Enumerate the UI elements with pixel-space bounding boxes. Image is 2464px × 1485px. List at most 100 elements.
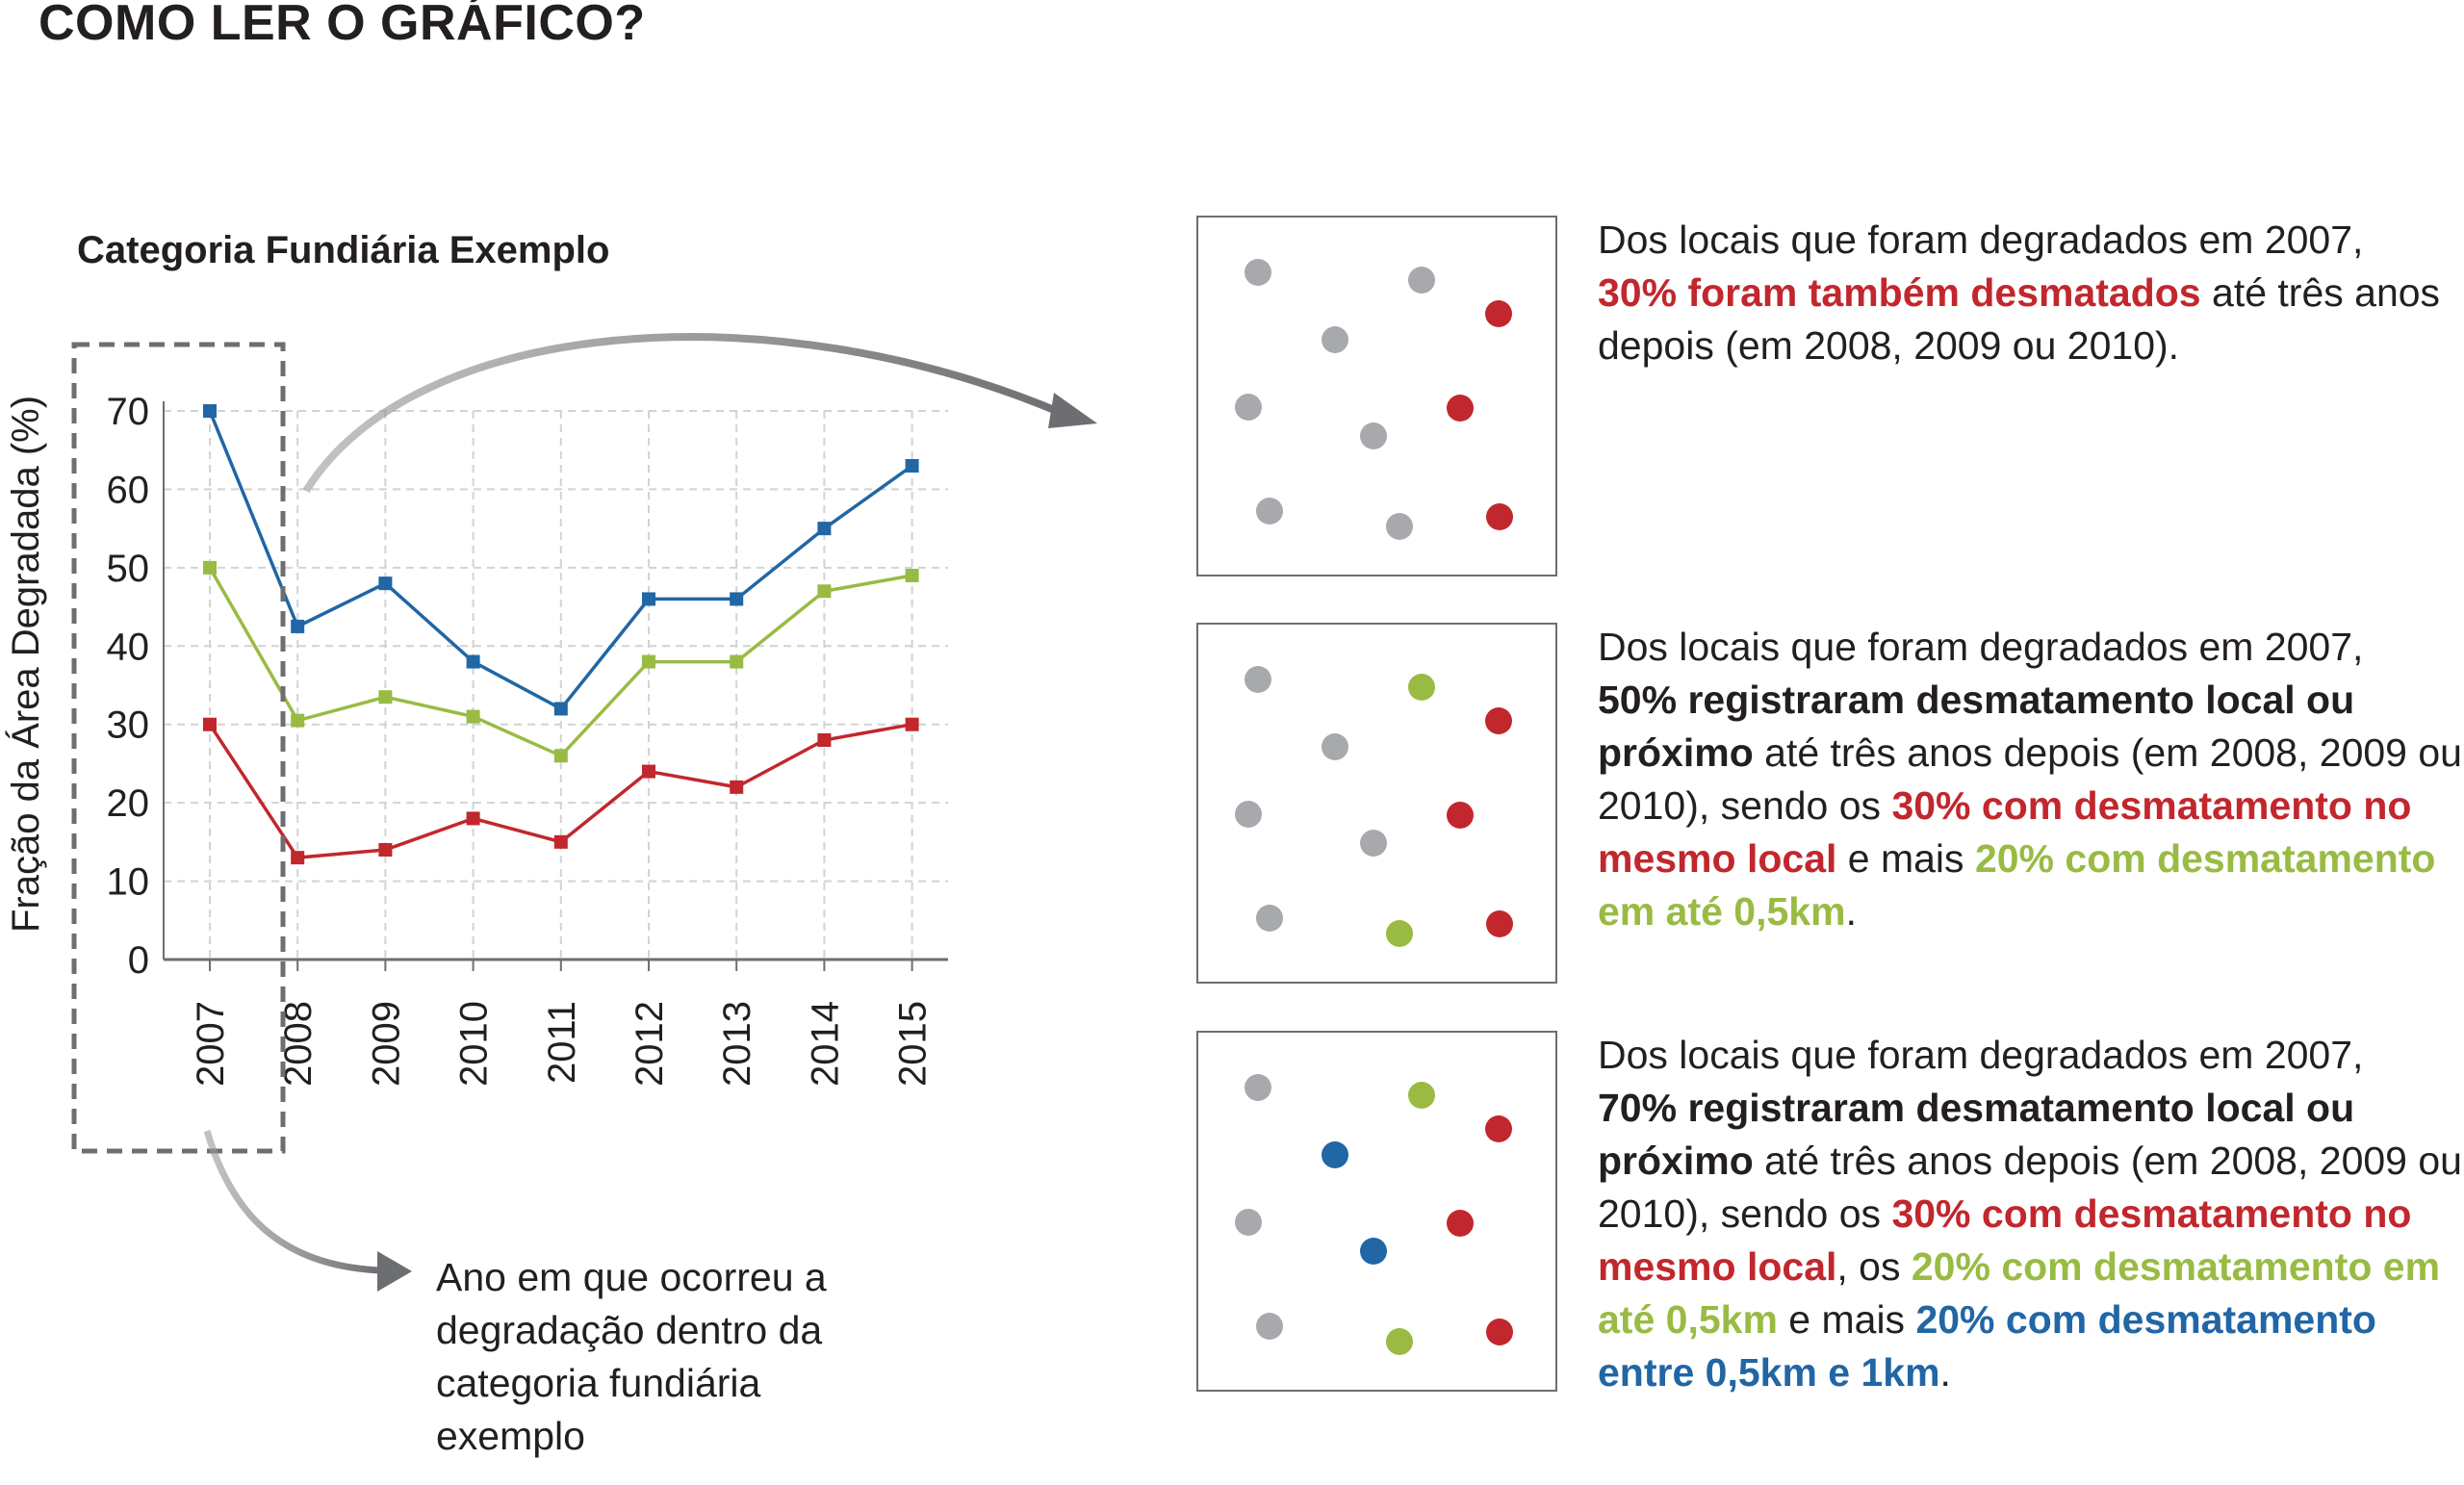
series-1-point [730,592,744,606]
panel-1-rest: até três anos depois (em 2008, 2009 ou 2… [1598,270,2441,368]
series-1-point [817,522,832,536]
dot-panel-2 [1196,623,1557,984]
series-2-point [817,584,832,599]
dot-red [1485,1115,1512,1142]
panel-3-red-text: 30% com desmatamento no mesmo local [1598,1191,2412,1289]
x-tick-label: 2011 [541,1001,583,1084]
arrow-to-panels [302,333,1065,494]
panel-1-red-text: 30% foram também desmatados [1598,270,2201,315]
dot-green [1408,674,1435,701]
panel-3-green-text: 20% com desmatamento em até 0,5km [1598,1244,2441,1342]
panel-2-green-text: 20% com desmatamento em até 0,5km [1598,836,2436,934]
dot-gray [1256,905,1283,932]
dot-green [1408,1082,1435,1109]
dot-panel-3 [1196,1031,1557,1392]
series-2-point [905,569,919,582]
dot-gray [1408,267,1435,294]
panel-3-blue-text: 20% com desmatamento entre 0,5km e 1km [1598,1297,2376,1395]
panel-2-intro: Dos locais que foram degradados em 2007, [1598,625,2364,669]
dot-red [1485,707,1512,734]
dot-gray [1235,394,1262,421]
chart-grid [164,410,948,960]
x-tick-label: 2007 [190,1001,232,1087]
y-tick-label: 10 [107,861,150,904]
chart-title: Categoria Fundiária Exemplo [77,229,610,271]
dot-gray [1322,326,1348,353]
panel-3-intro: Dos locais que foram degradados em 2007, [1598,1033,2364,1077]
series-2-point [553,749,568,763]
series-1-point [553,702,568,716]
year-note: Ano em que ocorreu a degradação dentro d… [436,1255,827,1458]
x-tick-label: 2010 [453,1001,496,1087]
y-tick-label: 60 [107,469,150,511]
dot-gray [1235,801,1262,828]
series-1-point [466,654,480,669]
dot-gray [1245,259,1271,286]
chart-labels: Fração da Área Degradada (%) [4,396,47,933]
series-2-point [203,560,217,575]
dot-red [1486,910,1513,937]
arrow-to-note-head [377,1251,412,1292]
series-1-point [642,592,655,606]
arrow-to-panels-head [1048,393,1097,428]
dot-gray [1386,513,1413,540]
panel-1-text: Dos locais que foram degradados em 2007,… [1598,214,2464,372]
series-1-point [203,404,217,418]
dot-gray [1360,422,1387,449]
series-3-point [291,851,305,865]
panel-3-end: . [1939,1350,1951,1395]
panel-2-end: . [1845,889,1857,934]
panel-3-mid3: e mais [1777,1297,1916,1342]
series-3-point [553,834,568,849]
series-1-point [291,619,305,633]
chart-series [203,404,919,865]
series-3-point [203,717,217,731]
series-2-point [730,654,744,669]
panel-3-mid: até três anos depois (em 2008, 2009 ou 2… [1598,1139,2462,1236]
panel-2-mid: até três anos depois (em 2008, 2009 ou 2… [1598,730,2462,828]
series-2-point [291,713,305,728]
x-tick-label: 2009 [365,1001,407,1087]
dot-gray [1256,498,1283,525]
panel-3-text: Dos locais que foram degradados em 2007,… [1598,1029,2464,1399]
y-tick-label: 0 [128,939,149,982]
dot-gray [1322,733,1348,760]
dot-blue [1322,1141,1348,1168]
series-3-point [642,764,655,779]
dot-red [1447,802,1474,829]
series-3-point [905,717,919,731]
series-1-point [378,576,393,591]
x-tick-label: 2012 [629,1001,671,1087]
series-3-point [378,843,393,857]
panel-2-red-text: 30% com desmatamento no mesmo local [1598,783,2412,881]
dot-gray [1245,666,1271,693]
dot-green [1386,1328,1413,1355]
y-tick-label: 70 [107,391,150,433]
x-tick-label: 2014 [804,1001,846,1087]
x-tick-label: 2013 [716,1001,758,1087]
series-3-point [466,811,480,826]
dot-red [1486,1319,1513,1345]
y-tick-label: 30 [107,704,150,747]
series-2-point [378,690,393,704]
series-3-point [817,733,832,747]
dot-panel-1 [1196,216,1557,576]
panel-1-intro: Dos locais que foram degradados em 2007, [1598,218,2364,262]
y-tick-label: 20 [107,782,150,825]
dot-red [1447,1210,1474,1237]
dot-gray [1360,830,1387,857]
panel-2-text: Dos locais que foram degradados em 2007,… [1598,621,2464,938]
series-2-point [466,709,480,724]
panel-3-bold-text: 70% registraram desmatamento local ou pr… [1598,1086,2355,1183]
dot-red [1486,503,1513,530]
dot-gray [1235,1209,1262,1236]
panel-2-bold-text: 50% registraram desmatamento local ou pr… [1598,678,2355,775]
page-title: COMO LER O GRÁFICO? [38,0,646,51]
dot-blue [1360,1238,1387,1265]
x-tick-label: 2015 [892,1001,935,1087]
panel-3-mid2: , os [1836,1244,1912,1289]
panel-2-mid2: e mais [1836,836,1975,881]
series-3-point [730,780,744,794]
